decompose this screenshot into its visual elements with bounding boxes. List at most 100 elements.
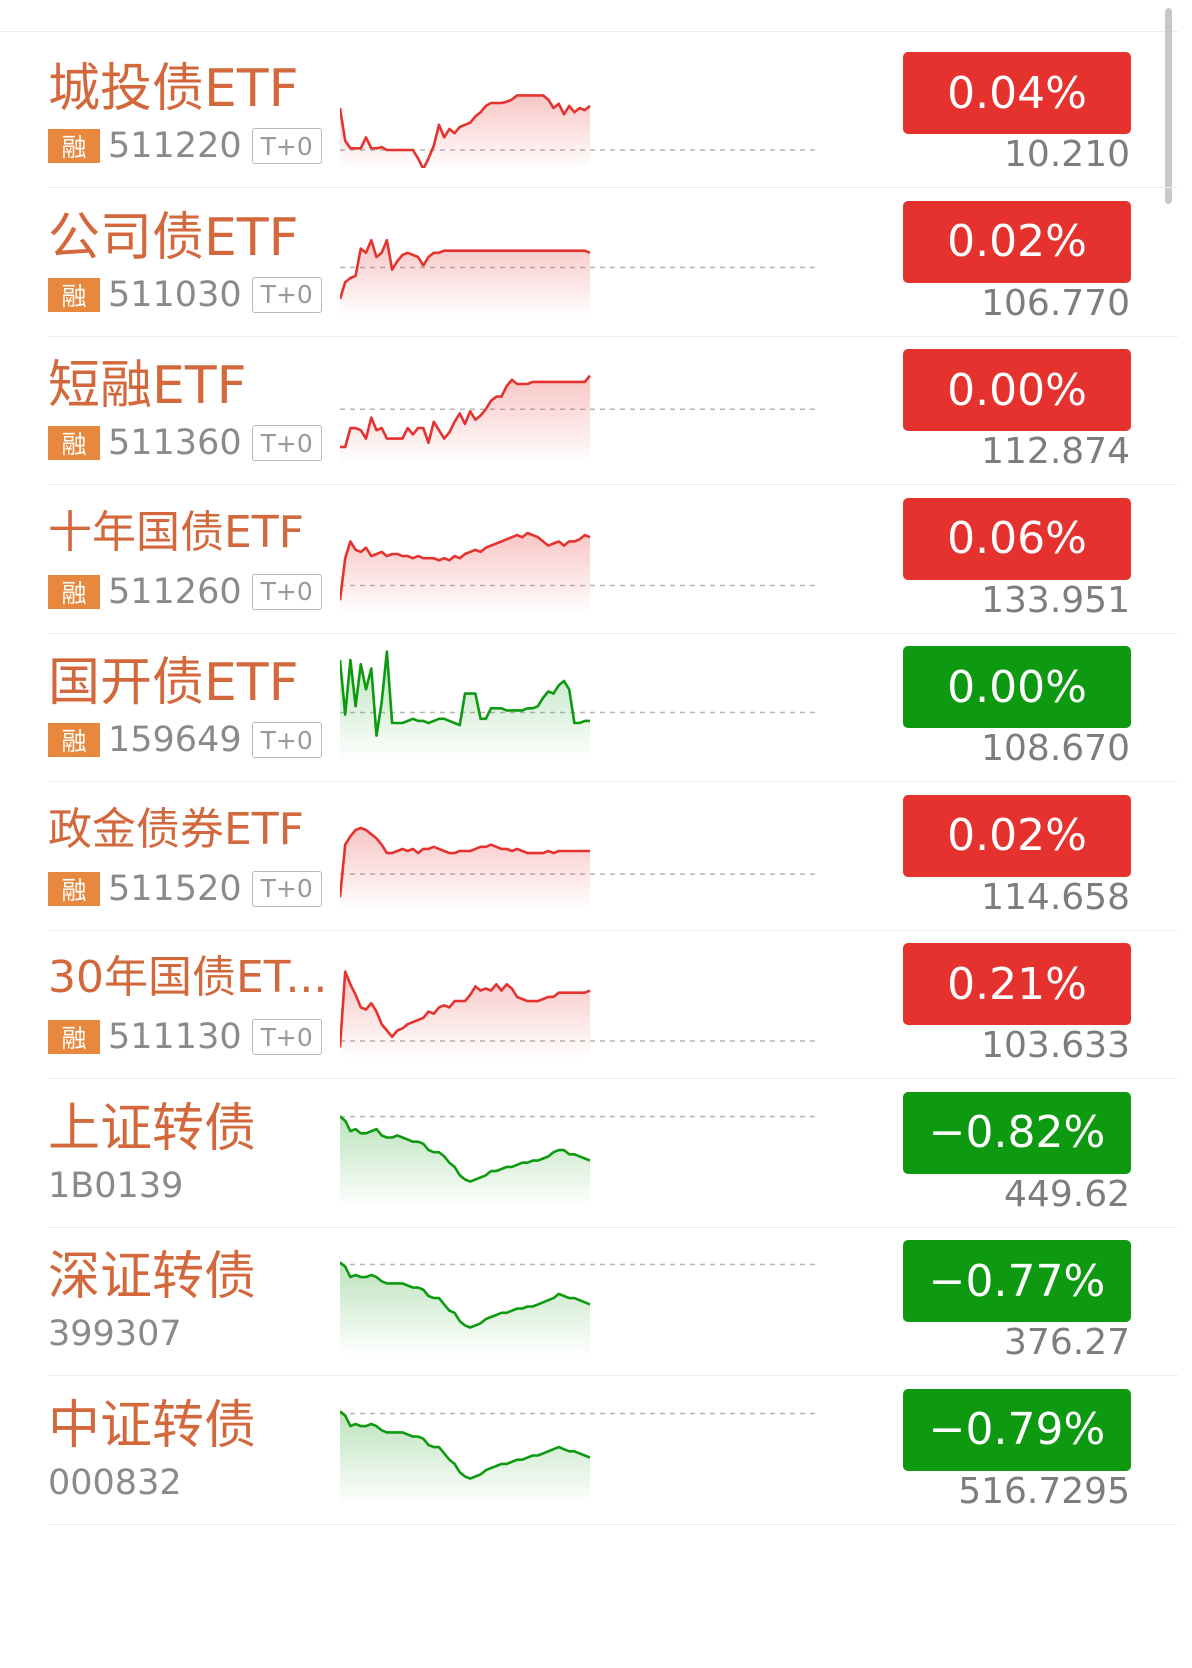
last-price: 449.62 — [1004, 1173, 1130, 1215]
last-price: 133.951 — [981, 579, 1130, 621]
last-price: 516.7295 — [958, 1470, 1130, 1512]
row-divider — [48, 1078, 1178, 1079]
sparkline-area — [340, 1116, 590, 1208]
quote-row-159649[interactable]: 国开债ETF 融 159649 T+0 0.00% 108.670 — [0, 626, 1178, 782]
margin-badge: 融 — [48, 1020, 100, 1054]
security-code: 511220 — [108, 126, 242, 166]
security-name: 30年国债ET... — [48, 952, 328, 1003]
change-percent-badge[interactable]: 0.00% — [903, 349, 1131, 431]
t0-tag: T+0 — [251, 276, 322, 313]
change-percent-badge[interactable]: −0.79% — [903, 1388, 1131, 1471]
quote-row-511520[interactable]: 政金债券ETF 融 511520 T+0 0.02% 114.658 — [0, 775, 1178, 931]
sparkline-area — [340, 95, 590, 168]
sparkline-area — [340, 375, 590, 465]
t0-tag: T+0 — [251, 425, 322, 461]
sparkline-area — [340, 1410, 590, 1505]
sparkline-chart — [340, 826, 820, 911]
security-name: 十年国债ETF — [48, 506, 304, 558]
last-price: 114.658 — [981, 876, 1130, 918]
sparkline-line — [340, 826, 590, 897]
security-name: 国开债ETF — [48, 653, 299, 713]
last-price: 10.210 — [1004, 134, 1130, 175]
row-divider — [48, 929, 1178, 931]
security-meta: 融 511030 T+0 — [48, 275, 322, 315]
sparkline-chart — [340, 238, 820, 317]
security-meta: 融 511220 T+0 — [48, 126, 322, 166]
security-meta: 融 511520 T+0 — [48, 869, 322, 909]
quote-row-511130[interactable]: 30年国债ET... 融 511130 T+0 0.21% 103.633 — [0, 923, 1178, 1079]
sparkline-line — [340, 238, 591, 299]
quote-row-1B0139[interactable]: 上证转债 1B0139 −0.82% 449.62 — [0, 1072, 1178, 1228]
sparkline-area — [340, 239, 590, 317]
security-name: 公司债ETF — [48, 207, 299, 268]
sparkline-line — [340, 374, 592, 449]
row-divider — [48, 1226, 1178, 1228]
quote-row-399307[interactable]: 深证转债 399307 −0.77% 376.27 — [0, 1220, 1178, 1376]
sparkline-chart — [340, 650, 820, 762]
security-code: 399307 — [48, 1314, 182, 1354]
sparkline-line — [340, 970, 591, 1048]
last-price: 108.670 — [981, 728, 1130, 769]
change-percent-badge[interactable]: 0.02% — [903, 794, 1131, 877]
sparkline-chart — [340, 1114, 820, 1208]
sparkline-area — [340, 651, 590, 762]
security-meta: 融 511260 T+0 — [48, 572, 322, 612]
last-price: 112.874 — [981, 431, 1130, 472]
sparkline-area — [340, 971, 590, 1059]
row-divider — [48, 187, 1178, 188]
scrollbar[interactable] — [1165, 8, 1172, 204]
security-meta: 000832 — [48, 1463, 192, 1503]
change-percent-badge[interactable]: 0.04% — [903, 52, 1131, 134]
security-name: 政金债券ETF — [48, 803, 304, 855]
security-name: 城投债ETF — [48, 59, 299, 119]
sparkline-chart — [340, 1409, 820, 1505]
quote-row-000832[interactable]: 中证转债 000832 −0.79% 516.7295 — [0, 1369, 1178, 1525]
row-divider — [48, 1375, 1178, 1376]
sparkline-area — [340, 1262, 590, 1356]
security-meta: 399307 — [48, 1314, 192, 1354]
change-percent-badge[interactable]: 0.06% — [903, 497, 1131, 580]
security-meta: 融 511130 T+0 — [48, 1017, 322, 1057]
change-percent-badge[interactable]: 0.21% — [903, 943, 1131, 1025]
quote-row-511260[interactable]: 十年国债ETF 融 511260 T+0 0.06% 133.951 — [0, 478, 1178, 634]
sparkline-line — [340, 1409, 591, 1480]
sparkline-line — [340, 1114, 591, 1183]
change-percent-badge[interactable]: 0.02% — [903, 200, 1131, 283]
margin-badge: 融 — [48, 574, 100, 609]
last-price: 106.770 — [981, 282, 1130, 324]
top-divider — [0, 31, 1178, 32]
security-name: 上证转债 — [48, 1098, 257, 1159]
security-name: 深证转债 — [48, 1247, 257, 1307]
change-percent-badge[interactable]: −0.82% — [903, 1091, 1131, 1174]
security-code: 511520 — [108, 868, 242, 909]
margin-badge: 融 — [48, 871, 100, 906]
security-meta: 融 511360 T+0 — [48, 423, 322, 463]
last-price: 103.633 — [981, 1025, 1130, 1066]
sparkline-chart — [340, 374, 820, 465]
change-percent-badge[interactable]: 0.00% — [903, 646, 1131, 728]
row-divider — [48, 484, 1178, 485]
security-code: 1B0139 — [48, 1165, 184, 1206]
row-divider — [48, 781, 1178, 782]
security-code: 511130 — [108, 1017, 242, 1057]
t0-tag: T+0 — [251, 1019, 322, 1055]
security-name: 短融ETF — [48, 356, 247, 416]
t0-tag: T+0 — [251, 128, 322, 164]
quote-row-511360[interactable]: 短融ETF 融 511360 T+0 0.00% 112.874 — [0, 329, 1178, 485]
sparkline-area — [340, 532, 590, 614]
security-code: 511030 — [108, 274, 242, 315]
sparkline-chart — [340, 970, 820, 1059]
quote-row-511030[interactable]: 公司债ETF 融 511030 T+0 0.02% 106.770 — [0, 181, 1178, 337]
security-name: 中证转债 — [48, 1395, 257, 1456]
sparkline-line — [340, 531, 591, 600]
security-code: 511260 — [108, 571, 242, 612]
sparkline-chart — [340, 94, 820, 168]
sparkline-line — [340, 1261, 591, 1329]
change-percent-badge[interactable]: −0.77% — [903, 1240, 1131, 1322]
t0-tag: T+0 — [251, 870, 322, 907]
quote-row-511220[interactable]: 城投债ETF 融 511220 T+0 0.04% 10.210 — [0, 32, 1178, 188]
sparkline-chart — [340, 531, 820, 614]
t0-tag: T+0 — [251, 722, 322, 758]
security-code: 000832 — [48, 1462, 182, 1503]
security-code: 511360 — [108, 423, 242, 463]
